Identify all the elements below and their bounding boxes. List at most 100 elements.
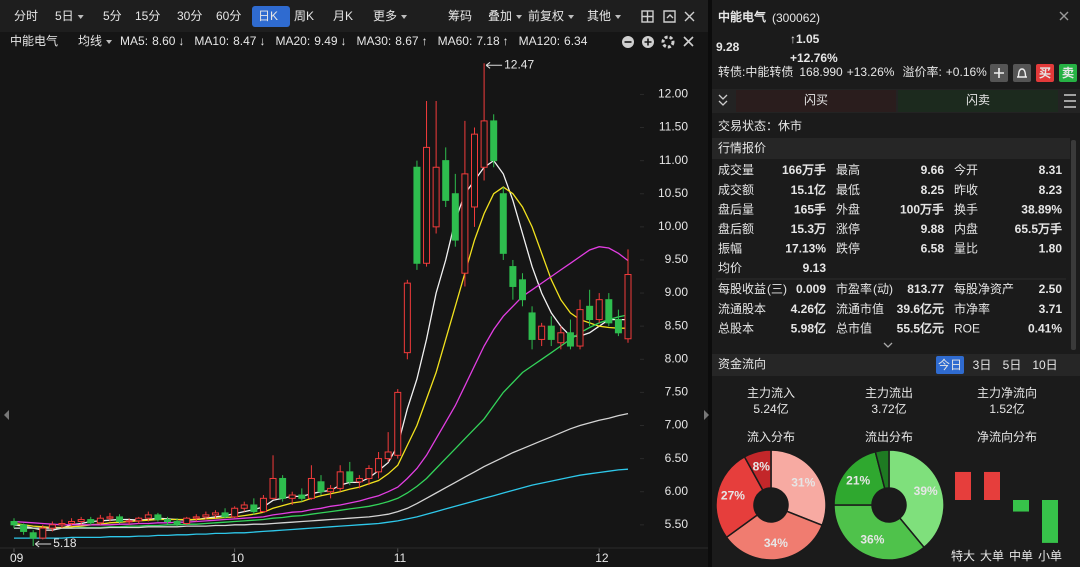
- candle-body: [509, 266, 517, 287]
- flash-buy[interactable]: 闪买: [804, 93, 828, 107]
- fundamental-value: 0.41%: [1028, 321, 1062, 335]
- flow-period[interactable]: 3日: [973, 358, 992, 372]
- collapse-panel[interactable]: [704, 410, 709, 420]
- dropdown-caret: [106, 40, 113, 44]
- fundamental-value: 39.6亿元: [897, 301, 944, 316]
- toolbar-tab[interactable]: 5日: [55, 9, 74, 23]
- legend-icons: [622, 35, 694, 49]
- pie-label: 36%: [860, 532, 884, 546]
- quote-label: 内盘: [954, 221, 978, 236]
- quote-label: 外盘: [836, 201, 860, 216]
- candle-body: [586, 305, 594, 321]
- close-icon[interactable]: [684, 11, 695, 22]
- pie-label: 27%: [721, 489, 745, 503]
- extreme-label: 12.47: [504, 57, 534, 71]
- zoom-in-glyph: [644, 38, 652, 46]
- toolbar-tool[interactable]: 其他: [587, 9, 611, 23]
- legend-name: MA120: [519, 34, 557, 48]
- y-tick-label: 9.00: [665, 285, 689, 299]
- flash-sell-btn[interactable]: [898, 90, 1058, 112]
- toolbar-tab[interactable]: 5分: [103, 9, 122, 23]
- buy-btn[interactable]: [1036, 64, 1054, 82]
- candle-body: [231, 507, 239, 518]
- legend-trend: ↓: [178, 34, 184, 48]
- toolbar-icons: [641, 10, 695, 23]
- menu-icon[interactable]: [1064, 94, 1076, 108]
- candle-body: [202, 514, 210, 518]
- sell-btn[interactable]: [1059, 64, 1077, 82]
- panel-close-icon[interactable]: [1059, 11, 1069, 21]
- candle-body: [211, 512, 219, 516]
- candle-body: [336, 471, 344, 489]
- candle-body: [307, 477, 315, 499]
- pie-slice: [833, 450, 886, 506]
- flow-period[interactable]: 10日: [1032, 358, 1057, 372]
- buy-label[interactable]: 买: [1039, 66, 1051, 80]
- flash-buy-btn[interactable]: [736, 90, 896, 112]
- dropdown-caret: [77, 15, 84, 19]
- candle-body: [557, 332, 565, 344]
- settings-icon[interactable]: [661, 35, 675, 49]
- toolbar-tab[interactable]: 60分: [216, 9, 241, 23]
- pie-slice: [874, 449, 890, 490]
- bar-label: 中单: [1009, 548, 1033, 563]
- legend-value: 7.18: [476, 34, 500, 48]
- fundamental-value: 2.50: [1039, 282, 1063, 296]
- toolbar-tool[interactable]: 前复权: [528, 8, 564, 23]
- legend-trend: ↑: [422, 34, 428, 48]
- flow-period[interactable]: 今日: [938, 357, 962, 372]
- candle-body: [221, 512, 229, 518]
- sell-label[interactable]: 卖: [1062, 65, 1074, 80]
- fundamental-label: ROE: [954, 321, 980, 335]
- legend-close-icon[interactable]: [683, 36, 694, 47]
- candle-body: [375, 458, 383, 473]
- fundamental-note: (三): [767, 282, 787, 296]
- candle-body: [20, 524, 28, 532]
- expand-chevron[interactable]: [883, 342, 893, 348]
- flow-period[interactable]: 5日: [1003, 358, 1022, 372]
- ma-line: [14, 468, 629, 539]
- flow-value: 5.24亿: [753, 401, 788, 416]
- toolbar-tab[interactable]: 15分: [135, 9, 160, 23]
- flow-label: 主力流出: [865, 386, 913, 400]
- toolbar-tab[interactable]: 30分: [177, 9, 202, 23]
- candle-body: [77, 519, 85, 523]
- toolbar-tool[interactable]: 筹码: [448, 9, 472, 23]
- toolbar-tab[interactable]: 月K: [333, 9, 353, 23]
- net-bar: [1013, 500, 1029, 512]
- ma-line: [14, 412, 629, 529]
- quote-label: 最低: [836, 183, 860, 197]
- bar-label: 小单: [1038, 549, 1062, 563]
- toolbar-tab[interactable]: 周K: [294, 9, 314, 23]
- draw-icon[interactable]: [663, 10, 676, 23]
- toolbar-tab[interactable]: 更多: [373, 9, 397, 23]
- quote-value: 8.31: [1039, 163, 1063, 177]
- quote-value: 15.3万: [791, 222, 826, 236]
- candle-body: [48, 524, 56, 529]
- quote-value: 8.23: [1039, 183, 1063, 197]
- panel-divider: [708, 0, 712, 567]
- toolbar-tab[interactable]: 日K: [258, 9, 278, 23]
- y-tick-label: 6.50: [665, 451, 689, 465]
- bar-title: 净流向分布: [977, 429, 1037, 444]
- quote-value: 1.80: [1039, 242, 1063, 256]
- ma-menu[interactable]: 均线: [78, 34, 102, 48]
- fundamental-value: 55.5亿元: [897, 320, 944, 335]
- candle-body: [384, 451, 392, 460]
- flash-sell[interactable]: 闪卖: [966, 93, 990, 107]
- legend-value: 9.49: [314, 34, 338, 48]
- net-bar: [955, 471, 971, 500]
- candle-body: [269, 477, 277, 499]
- expand-icon[interactable]: [718, 94, 728, 106]
- candle-body: [240, 504, 248, 509]
- candle-body: [432, 166, 440, 228]
- toolbar-tab[interactable]: 分时: [14, 9, 38, 23]
- scroll-left[interactable]: [4, 410, 9, 420]
- candle-body: [614, 319, 622, 334]
- candle-body: [423, 146, 431, 264]
- toolbar-tool[interactable]: 叠加: [488, 9, 512, 23]
- legend-value: 8.47: [233, 34, 257, 48]
- alert-btn[interactable]: [1013, 64, 1031, 82]
- net-bar: [1042, 500, 1058, 543]
